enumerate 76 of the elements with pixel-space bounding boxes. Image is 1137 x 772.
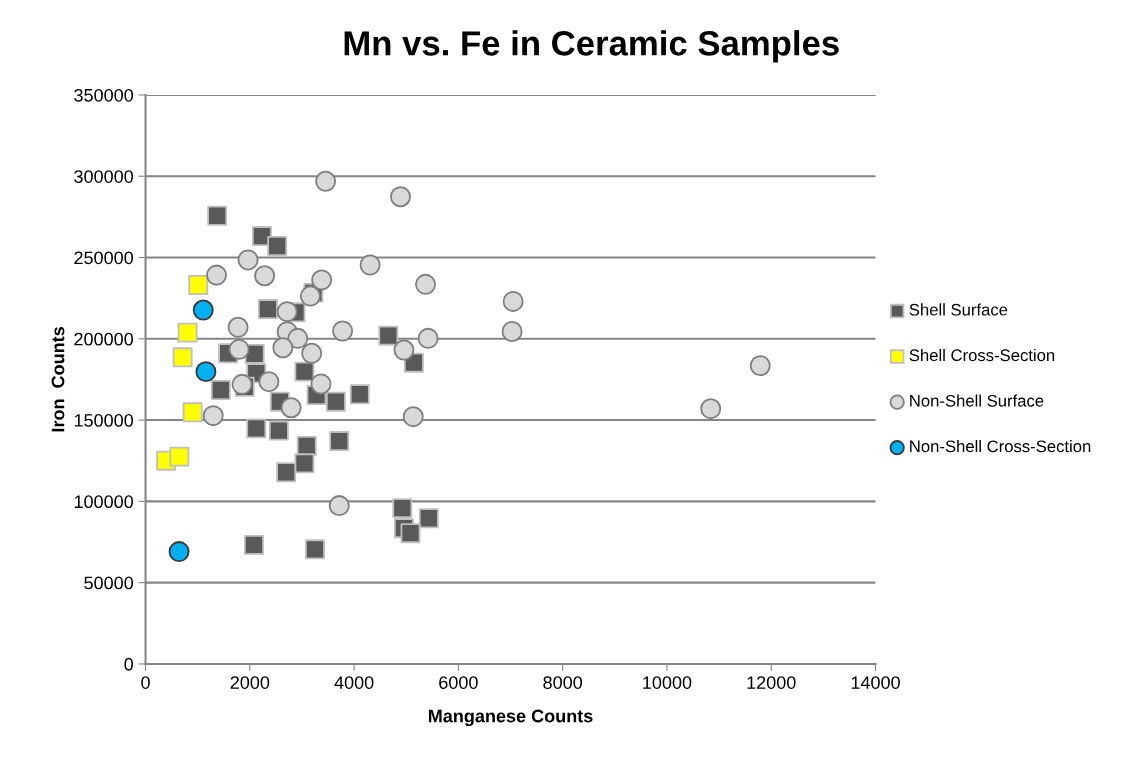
legend-label: Non-Shell Cross-Section	[910, 439, 1091, 453]
point	[332, 320, 354, 342]
point	[417, 327, 439, 349]
x-tick-label: 10000	[643, 676, 692, 689]
point	[415, 273, 437, 295]
point	[272, 337, 294, 359]
x-tick-label: 0	[141, 676, 150, 689]
x-tick-label: 4000	[334, 676, 374, 689]
point	[501, 321, 523, 342]
point	[287, 327, 309, 349]
y-tick-label: 50000	[84, 576, 134, 590]
point	[301, 342, 323, 364]
point	[328, 495, 350, 517]
x-tick-label: 6000	[439, 676, 478, 689]
legend-label: Shell Cross-Section	[909, 348, 1055, 362]
point	[268, 420, 289, 441]
point	[359, 254, 381, 276]
point	[244, 534, 264, 555]
point	[378, 325, 399, 346]
point	[168, 541, 190, 563]
point	[257, 299, 278, 320]
point	[700, 398, 722, 420]
chart-title: Mn vs. Fe in Ceramic Samples	[344, 30, 839, 63]
point	[202, 405, 224, 427]
point	[267, 236, 288, 256]
point	[210, 380, 231, 400]
y-tick-label: 0	[124, 657, 134, 671]
point	[418, 508, 439, 529]
point	[258, 371, 280, 393]
y-tick-label: 350000	[74, 88, 134, 102]
point	[207, 205, 228, 226]
point	[280, 397, 302, 419]
point	[246, 418, 267, 439]
y-tick-label: 300000	[74, 170, 134, 183]
point	[192, 299, 214, 321]
point	[393, 339, 415, 361]
point	[254, 265, 276, 287]
point	[177, 322, 198, 343]
point	[182, 402, 203, 423]
point	[502, 290, 524, 312]
point	[749, 355, 771, 377]
point	[315, 170, 337, 192]
point	[305, 539, 325, 560]
y-tick-label: 200000	[74, 332, 134, 346]
point	[294, 453, 315, 474]
point	[172, 347, 193, 368]
point	[402, 406, 424, 428]
x-axis-title: Manganese Counts	[428, 709, 593, 727]
point	[188, 275, 209, 295]
x-tick-label: 12000	[747, 676, 796, 689]
point	[227, 316, 249, 338]
point	[228, 338, 250, 360]
point	[390, 186, 411, 208]
point	[195, 361, 217, 383]
point	[276, 301, 298, 323]
y-axis-title: Iron Counts	[51, 327, 65, 432]
x-tick-label: 2000	[230, 676, 270, 689]
point	[400, 523, 421, 544]
point	[294, 361, 315, 382]
legend-label: Non-Shell Surface	[910, 394, 1044, 407]
point	[349, 384, 370, 405]
point	[206, 264, 227, 286]
y-tick-label: 100000	[74, 495, 134, 509]
legend-label: Shell Surface	[909, 303, 1008, 316]
point	[392, 498, 413, 519]
point	[276, 462, 297, 483]
point	[169, 446, 190, 467]
point	[329, 431, 350, 452]
x-tick-label: 14000	[851, 676, 900, 689]
point	[311, 269, 333, 291]
point	[310, 373, 332, 395]
y-tick-label: 250000	[74, 251, 134, 265]
point	[325, 391, 346, 412]
x-tick-label: 8000	[543, 676, 583, 689]
y-tick-label: 150000	[74, 414, 134, 427]
point	[237, 249, 259, 271]
